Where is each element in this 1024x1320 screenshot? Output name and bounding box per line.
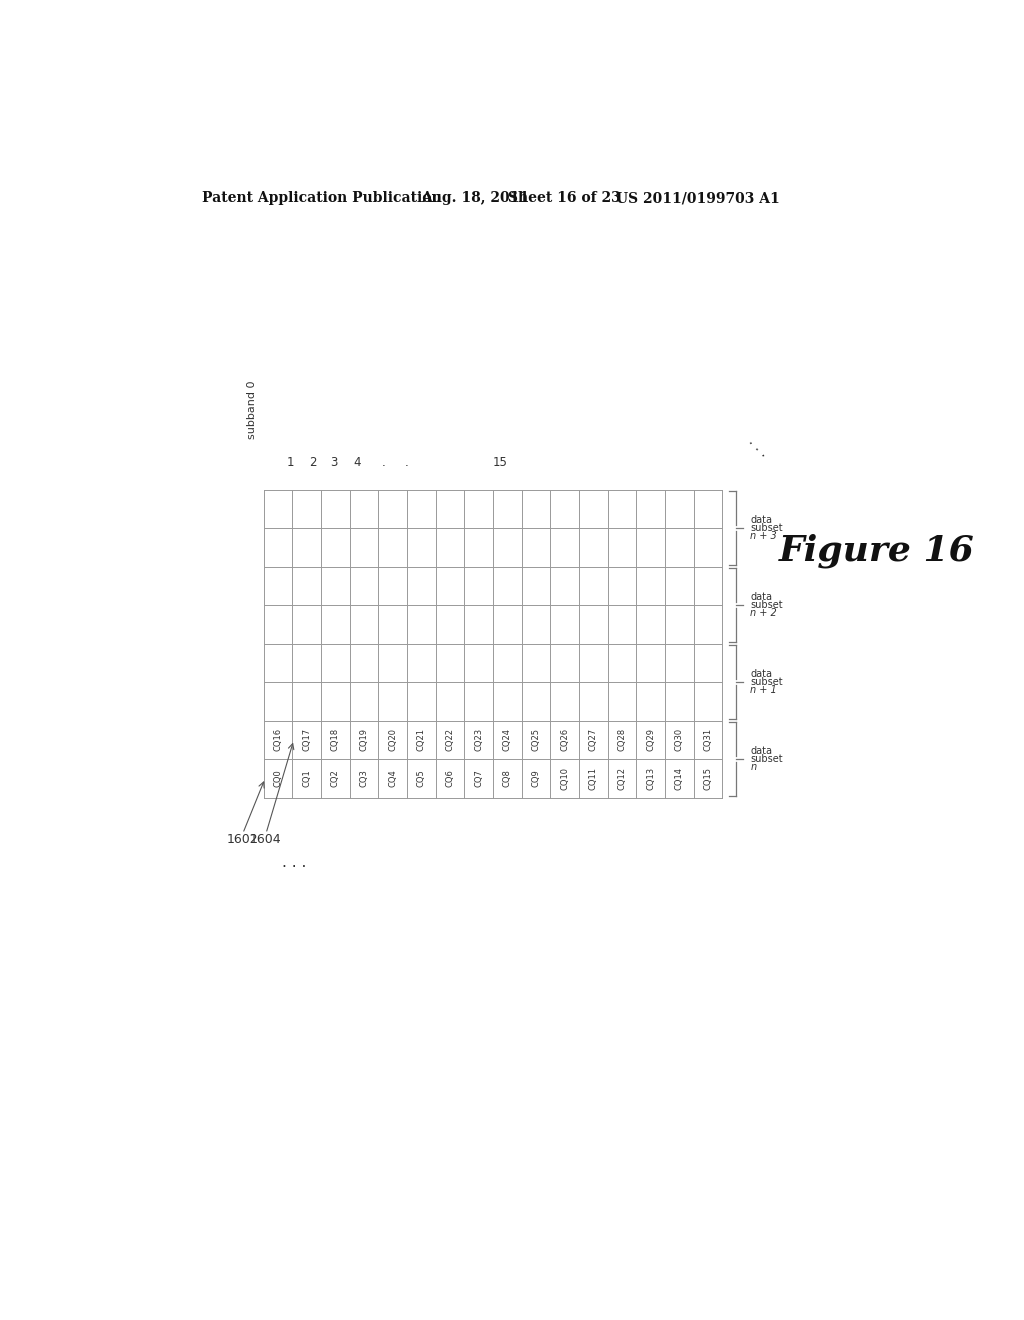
Text: data: data (751, 669, 772, 680)
Text: 1: 1 (287, 455, 295, 469)
Text: CQ1: CQ1 (302, 770, 311, 787)
Text: CQ12: CQ12 (617, 767, 627, 789)
Text: CQ3: CQ3 (359, 770, 369, 787)
Text: Sheet 16 of 23: Sheet 16 of 23 (508, 191, 621, 206)
Text: 2: 2 (308, 455, 316, 469)
Text: CQ6: CQ6 (445, 770, 455, 787)
Text: 15: 15 (493, 455, 508, 469)
Text: CQ14: CQ14 (675, 767, 684, 789)
Text: Aug. 18, 2011: Aug. 18, 2011 (421, 191, 529, 206)
Text: CQ15: CQ15 (703, 767, 713, 789)
Text: CQ31: CQ31 (703, 729, 713, 751)
Text: n: n (751, 762, 757, 772)
Text: CQ28: CQ28 (617, 729, 627, 751)
Text: CQ24: CQ24 (503, 729, 512, 751)
Text: n + 2: n + 2 (751, 607, 777, 618)
Text: 3: 3 (330, 455, 337, 469)
Text: 1604: 1604 (250, 833, 282, 846)
Text: Patent Application Publication: Patent Application Publication (202, 191, 441, 206)
Text: CQ17: CQ17 (302, 729, 311, 751)
Text: CQ7: CQ7 (474, 770, 483, 787)
Text: CQ26: CQ26 (560, 729, 569, 751)
Text: CQ2: CQ2 (331, 770, 340, 787)
Text: CQ20: CQ20 (388, 729, 397, 751)
Text: CQ13: CQ13 (646, 767, 655, 789)
Text: CQ16: CQ16 (273, 729, 283, 751)
Text: data: data (751, 515, 772, 525)
Text: CQ8: CQ8 (503, 770, 512, 787)
Text: subset: subset (751, 601, 783, 610)
Text: . . .: . . . (745, 434, 771, 459)
Text: subband 0: subband 0 (247, 381, 257, 440)
Text: CQ5: CQ5 (417, 770, 426, 787)
Text: data: data (751, 746, 772, 756)
Text: CQ0: CQ0 (273, 770, 283, 787)
Text: n + 1: n + 1 (751, 685, 777, 694)
Text: CQ9: CQ9 (531, 770, 541, 787)
Text: CQ10: CQ10 (560, 767, 569, 789)
Text: CQ27: CQ27 (589, 729, 598, 751)
Text: subset: subset (751, 754, 783, 764)
Text: subset: subset (751, 677, 783, 686)
Text: .: . (406, 455, 409, 469)
Text: CQ19: CQ19 (359, 729, 369, 751)
Text: CQ23: CQ23 (474, 729, 483, 751)
Text: CQ4: CQ4 (388, 770, 397, 787)
Text: CQ18: CQ18 (331, 729, 340, 751)
Text: subset: subset (751, 523, 783, 533)
Text: 4: 4 (353, 455, 360, 469)
Text: 1602: 1602 (227, 833, 258, 846)
Text: CQ30: CQ30 (675, 729, 684, 751)
Text: CQ22: CQ22 (445, 729, 455, 751)
Text: . . .: . . . (283, 855, 307, 870)
Text: n + 3: n + 3 (751, 531, 777, 541)
Text: Figure 16: Figure 16 (779, 533, 975, 569)
Text: .: . (382, 455, 386, 469)
Text: CQ29: CQ29 (646, 729, 655, 751)
Text: CQ21: CQ21 (417, 729, 426, 751)
Text: data: data (751, 593, 772, 602)
Text: CQ11: CQ11 (589, 767, 598, 789)
Text: CQ25: CQ25 (531, 729, 541, 751)
Text: US 2011/0199703 A1: US 2011/0199703 A1 (616, 191, 780, 206)
